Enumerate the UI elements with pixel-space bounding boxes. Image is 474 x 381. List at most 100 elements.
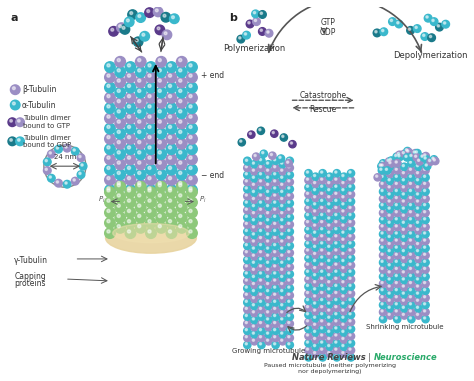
Circle shape [379,273,387,280]
Circle shape [146,82,156,93]
Circle shape [281,332,283,334]
Circle shape [245,201,247,203]
Circle shape [335,227,337,230]
Circle shape [379,174,387,181]
Circle shape [312,202,319,209]
Circle shape [146,113,156,123]
Circle shape [328,189,330,191]
Circle shape [397,22,399,24]
Circle shape [156,202,166,213]
Circle shape [305,276,312,283]
Circle shape [405,149,408,151]
Circle shape [320,199,323,202]
Circle shape [244,178,251,186]
Circle shape [189,105,192,108]
Circle shape [422,181,429,188]
Circle shape [326,180,333,187]
Circle shape [319,304,326,311]
Circle shape [148,199,151,202]
Circle shape [416,299,419,301]
Circle shape [349,263,351,265]
Circle shape [187,72,197,83]
Circle shape [245,215,247,218]
Circle shape [258,285,265,292]
Circle shape [279,288,286,295]
Circle shape [107,115,110,118]
Circle shape [386,248,394,255]
Circle shape [347,198,355,205]
Circle shape [394,154,397,157]
Circle shape [305,311,312,319]
Circle shape [395,175,397,178]
Circle shape [342,274,344,276]
Circle shape [388,256,390,259]
Circle shape [245,272,247,274]
Circle shape [347,240,355,248]
Circle shape [381,267,383,269]
Circle shape [281,233,283,235]
Circle shape [245,194,247,196]
Circle shape [148,136,151,139]
Circle shape [381,246,383,248]
Circle shape [415,199,422,206]
Circle shape [279,317,286,324]
Circle shape [404,147,411,155]
Circle shape [416,235,419,237]
Circle shape [273,286,276,288]
Circle shape [312,287,319,294]
Circle shape [333,240,340,248]
Circle shape [286,306,293,313]
Circle shape [408,188,415,195]
Circle shape [312,258,319,265]
Circle shape [273,314,276,317]
Circle shape [288,251,290,253]
Circle shape [423,253,426,255]
Circle shape [279,260,286,267]
Circle shape [273,322,276,323]
Circle shape [319,205,326,212]
Circle shape [266,240,269,242]
Circle shape [306,263,309,265]
Circle shape [272,341,279,349]
Circle shape [259,322,262,323]
Circle shape [259,243,262,246]
Circle shape [272,299,279,306]
Circle shape [65,146,67,148]
Circle shape [105,82,115,93]
Circle shape [136,179,146,190]
Circle shape [251,210,258,218]
Circle shape [335,298,337,301]
Circle shape [281,205,283,207]
Circle shape [422,315,429,323]
Circle shape [252,10,259,18]
Circle shape [47,150,55,158]
Circle shape [245,237,247,239]
Circle shape [312,230,319,237]
Circle shape [117,120,120,123]
Circle shape [422,231,429,238]
Circle shape [313,189,316,191]
Circle shape [44,167,51,174]
Circle shape [125,93,136,103]
Circle shape [416,306,419,308]
Circle shape [273,222,276,224]
Circle shape [251,302,258,309]
Circle shape [146,93,156,103]
Circle shape [265,246,272,253]
Circle shape [423,267,426,269]
Circle shape [393,167,401,174]
Circle shape [408,195,415,202]
Circle shape [333,319,340,326]
Circle shape [312,216,319,223]
Circle shape [281,282,283,285]
Circle shape [408,153,416,160]
Text: + end: + end [201,71,224,80]
Circle shape [272,334,279,341]
Circle shape [386,255,394,263]
Circle shape [244,171,251,179]
Circle shape [342,231,344,233]
Circle shape [389,158,392,160]
Circle shape [273,336,276,338]
Circle shape [349,298,351,301]
Circle shape [176,139,187,149]
